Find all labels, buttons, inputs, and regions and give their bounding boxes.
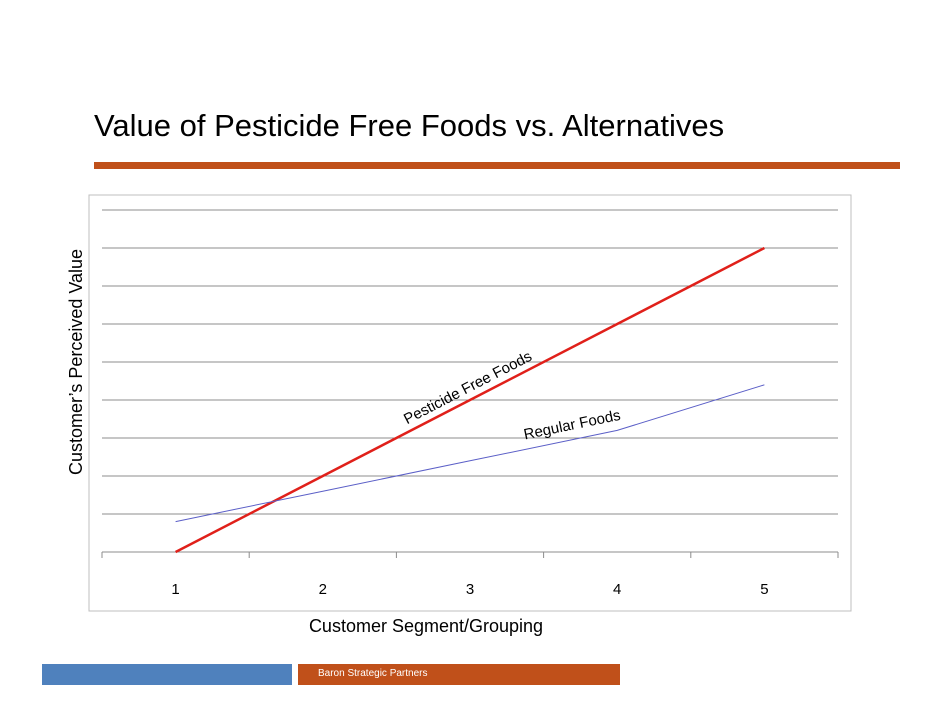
footer-text: Baron Strategic Partners — [318, 668, 428, 679]
x-tick-label: 5 — [760, 581, 768, 598]
x-axis-title: Customer Segment/Grouping — [309, 616, 543, 636]
x-tick-label: 1 — [171, 581, 179, 598]
footer-blue-bar — [42, 664, 292, 685]
x-tick-label: 2 — [319, 581, 327, 598]
y-axis-title: Customer’s Perceived Value — [66, 249, 86, 475]
footer-orange-bar — [298, 664, 620, 685]
x-axis: 1 2 3 4 5 — [101, 551, 839, 598]
series-line-regular-foods — [175, 384, 765, 523]
x-tick-label: 3 — [466, 581, 474, 598]
gridlines — [102, 209, 838, 515]
slide-title: Value of Pesticide Free Foods vs. Altern… — [94, 108, 725, 143]
series-label: Pesticide Free Foods — [401, 348, 535, 428]
x-tick-label: 4 — [613, 581, 621, 598]
title-rule — [94, 162, 900, 169]
chart-frame — [88, 194, 852, 612]
